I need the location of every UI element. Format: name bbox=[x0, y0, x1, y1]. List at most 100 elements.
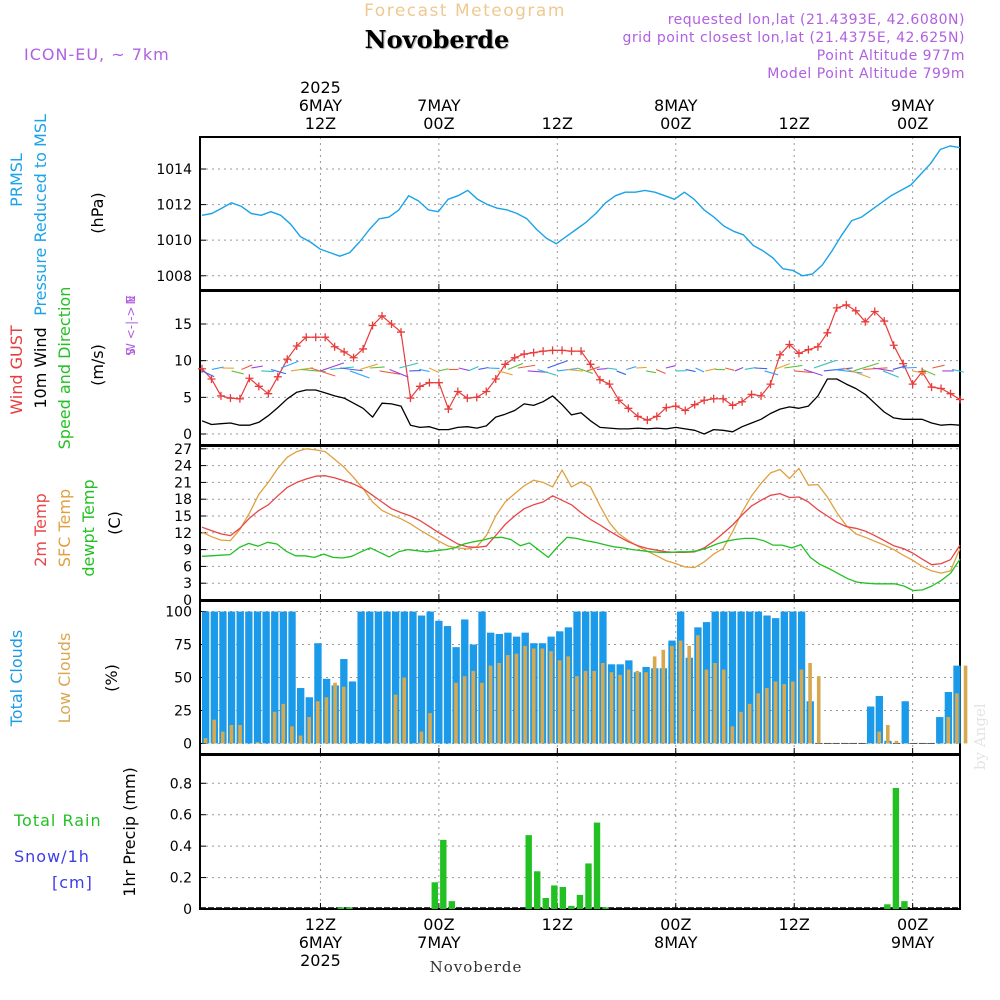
low-clouds-bar bbox=[739, 711, 743, 744]
wind-arrow bbox=[764, 370, 779, 376]
low-clouds-bar bbox=[644, 672, 648, 744]
wind-arrow bbox=[794, 370, 813, 374]
compass-we: W <-|-> E bbox=[124, 295, 138, 355]
gust-marker bbox=[415, 382, 424, 391]
gust-marker bbox=[567, 347, 576, 356]
gust-marker bbox=[937, 384, 946, 393]
time-label-bottom: 00Z bbox=[423, 915, 454, 934]
total-clouds-bar bbox=[271, 611, 279, 744]
y-tick-label: 1008 bbox=[156, 269, 192, 285]
total-clouds-bar bbox=[936, 717, 944, 744]
gust-marker bbox=[254, 382, 263, 391]
low-clouds-bar bbox=[713, 662, 717, 744]
wind-arrow bbox=[922, 368, 936, 376]
gust-marker bbox=[870, 307, 879, 316]
wind-arrow bbox=[606, 367, 618, 370]
rain-bar bbox=[576, 894, 584, 909]
y-tick-label: 0 bbox=[183, 736, 192, 752]
wind-arrow bbox=[655, 368, 666, 375]
wind-arrow bbox=[270, 368, 287, 375]
wind-arrow bbox=[251, 365, 263, 369]
time-label-top: 8MAY bbox=[654, 96, 698, 115]
wind-arrow bbox=[912, 370, 927, 375]
time-label-top: 00Z bbox=[660, 114, 691, 133]
low-clouds-bar bbox=[316, 701, 320, 744]
low-clouds-bar bbox=[393, 694, 398, 744]
total-clouds-bar bbox=[348, 681, 357, 744]
wind-arrow bbox=[201, 370, 215, 378]
wind-arrow bbox=[478, 366, 489, 371]
total-clouds-bar bbox=[772, 618, 780, 744]
low-clouds-bar bbox=[480, 682, 484, 744]
snow-label: Snow/1h bbox=[14, 847, 90, 866]
rain-bar bbox=[542, 898, 549, 909]
gust-marker bbox=[501, 360, 510, 369]
gust-marker bbox=[775, 350, 784, 359]
y-tick-label: 9 bbox=[183, 543, 192, 559]
y-tick-label: 0 bbox=[183, 427, 192, 443]
total-clouds-bar bbox=[210, 611, 218, 744]
wind-arrow bbox=[636, 366, 647, 369]
wind-arrow bbox=[646, 370, 657, 374]
gust-marker bbox=[463, 394, 472, 403]
series-gust bbox=[201, 304, 961, 421]
dewpt-label: dewpt Temp bbox=[79, 479, 98, 576]
gust-marker bbox=[861, 317, 870, 326]
low-clouds-bar bbox=[419, 731, 424, 744]
model-label: ICON-EU, ~ 7km bbox=[24, 45, 170, 64]
gust-marker bbox=[387, 320, 396, 328]
gust-marker bbox=[671, 402, 680, 411]
gust-marker bbox=[586, 360, 595, 369]
gust-marker bbox=[595, 375, 604, 384]
gust-marker bbox=[396, 328, 405, 337]
rain-bar bbox=[448, 901, 456, 909]
total-clouds-bar bbox=[236, 611, 244, 744]
gust-marker bbox=[700, 396, 709, 405]
gust-marker bbox=[823, 328, 832, 337]
gust-marker bbox=[927, 383, 936, 392]
rain-bar bbox=[440, 839, 447, 909]
total-clouds-label: Total Clouds bbox=[7, 630, 26, 728]
wind-arrow bbox=[665, 365, 676, 369]
low-clouds-bar bbox=[238, 724, 242, 744]
rain-bar bbox=[892, 788, 900, 909]
wind-arrow bbox=[724, 367, 735, 371]
wind-arrow bbox=[458, 367, 470, 371]
y-tick-label: 1012 bbox=[156, 198, 192, 214]
total-clouds-bar bbox=[374, 611, 383, 744]
pressure-unit: (hPa) bbox=[88, 192, 107, 233]
prmsl-label: PRMSL bbox=[7, 153, 26, 207]
clouds-unit: (%) bbox=[102, 664, 121, 692]
total-clouds-bar bbox=[383, 611, 391, 744]
y-tick-label: 0 bbox=[183, 593, 192, 609]
gust-marker bbox=[956, 395, 965, 404]
y-tick-label: 3 bbox=[183, 576, 192, 592]
low-clouds-bar bbox=[307, 717, 311, 744]
wind-arrow bbox=[349, 370, 370, 379]
y-tick-label: 24 bbox=[174, 459, 192, 475]
series-dewpt bbox=[201, 536, 961, 592]
wind-arrow bbox=[369, 366, 385, 369]
total-clouds-bar bbox=[746, 611, 754, 744]
low-clouds-bar bbox=[549, 651, 553, 744]
low-clouds-bar bbox=[687, 645, 691, 744]
time-label-top: 12Z bbox=[779, 114, 810, 133]
y-tick-label: 0.6 bbox=[170, 808, 192, 824]
wind-arrow bbox=[626, 366, 637, 370]
low-clouds-bar bbox=[955, 693, 959, 744]
y-tick-label: 75 bbox=[174, 638, 192, 654]
wind-arrow bbox=[359, 363, 378, 370]
gust-marker bbox=[851, 306, 860, 315]
gust-marker bbox=[273, 372, 282, 381]
wind-arrow bbox=[547, 360, 568, 369]
wind-panel: 0 5 10 15 bbox=[174, 290, 961, 446]
compass-n: N bbox=[124, 296, 138, 305]
low-clouds-bar bbox=[324, 697, 329, 744]
total-clouds-bar bbox=[435, 620, 443, 744]
rain-bar bbox=[585, 863, 592, 909]
gust-marker bbox=[605, 380, 614, 389]
gust-marker bbox=[216, 391, 225, 400]
low-clouds-bar bbox=[514, 653, 519, 744]
